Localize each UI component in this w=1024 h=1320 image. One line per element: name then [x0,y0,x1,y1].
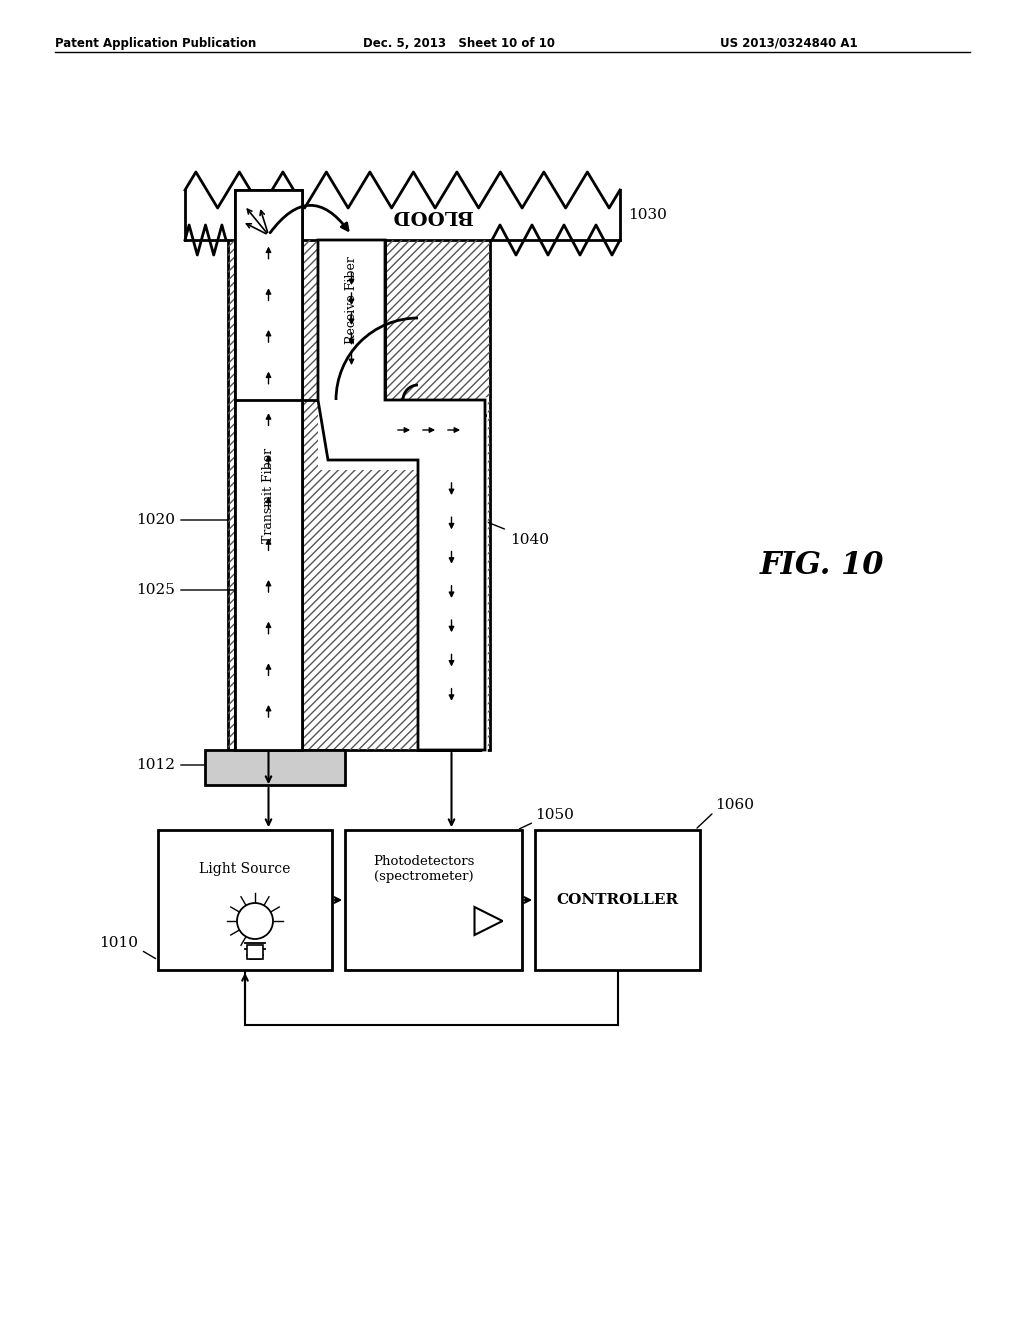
Bar [418,400,485,750]
Text: Light Source: Light Source [200,862,291,876]
Bar [234,190,302,750]
Text: 1012: 1012 [136,758,175,772]
Text: Receive Fiber: Receive Fiber [345,256,358,345]
Text: FIG. 10: FIG. 10 [760,549,885,581]
Text: 1020: 1020 [136,513,175,527]
FancyBboxPatch shape [318,400,485,470]
Bar [535,830,700,970]
Text: 1050: 1050 [535,808,573,822]
PathPatch shape [318,240,485,750]
Bar [318,240,385,400]
Bar [205,750,345,785]
Bar [318,240,385,400]
Bar [318,240,385,400]
Bar [158,830,332,970]
Text: 1060: 1060 [715,799,754,812]
Text: Patent Application Publication: Patent Application Publication [55,37,256,50]
Bar [247,945,263,960]
Text: Photodetectors
(spectrometer): Photodetectors (spectrometer) [373,855,474,883]
Bar [418,400,485,750]
Bar [345,830,522,970]
Bar [234,190,302,750]
Text: Dec. 5, 2013   Sheet 10 of 10: Dec. 5, 2013 Sheet 10 of 10 [362,37,555,50]
Bar [228,240,490,750]
Text: BLOOD: BLOOD [392,206,473,224]
Text: Transmit Fiber: Transmit Fiber [262,447,275,543]
Bar [228,240,490,750]
Text: CONTROLLER: CONTROLLER [556,894,679,907]
Text: 1040: 1040 [510,533,549,546]
Text: 1025: 1025 [136,583,175,597]
Text: 1010: 1010 [99,936,138,950]
Bar [234,240,302,750]
Text: US 2013/0324840 A1: US 2013/0324840 A1 [720,37,858,50]
Text: 1030: 1030 [628,209,667,222]
